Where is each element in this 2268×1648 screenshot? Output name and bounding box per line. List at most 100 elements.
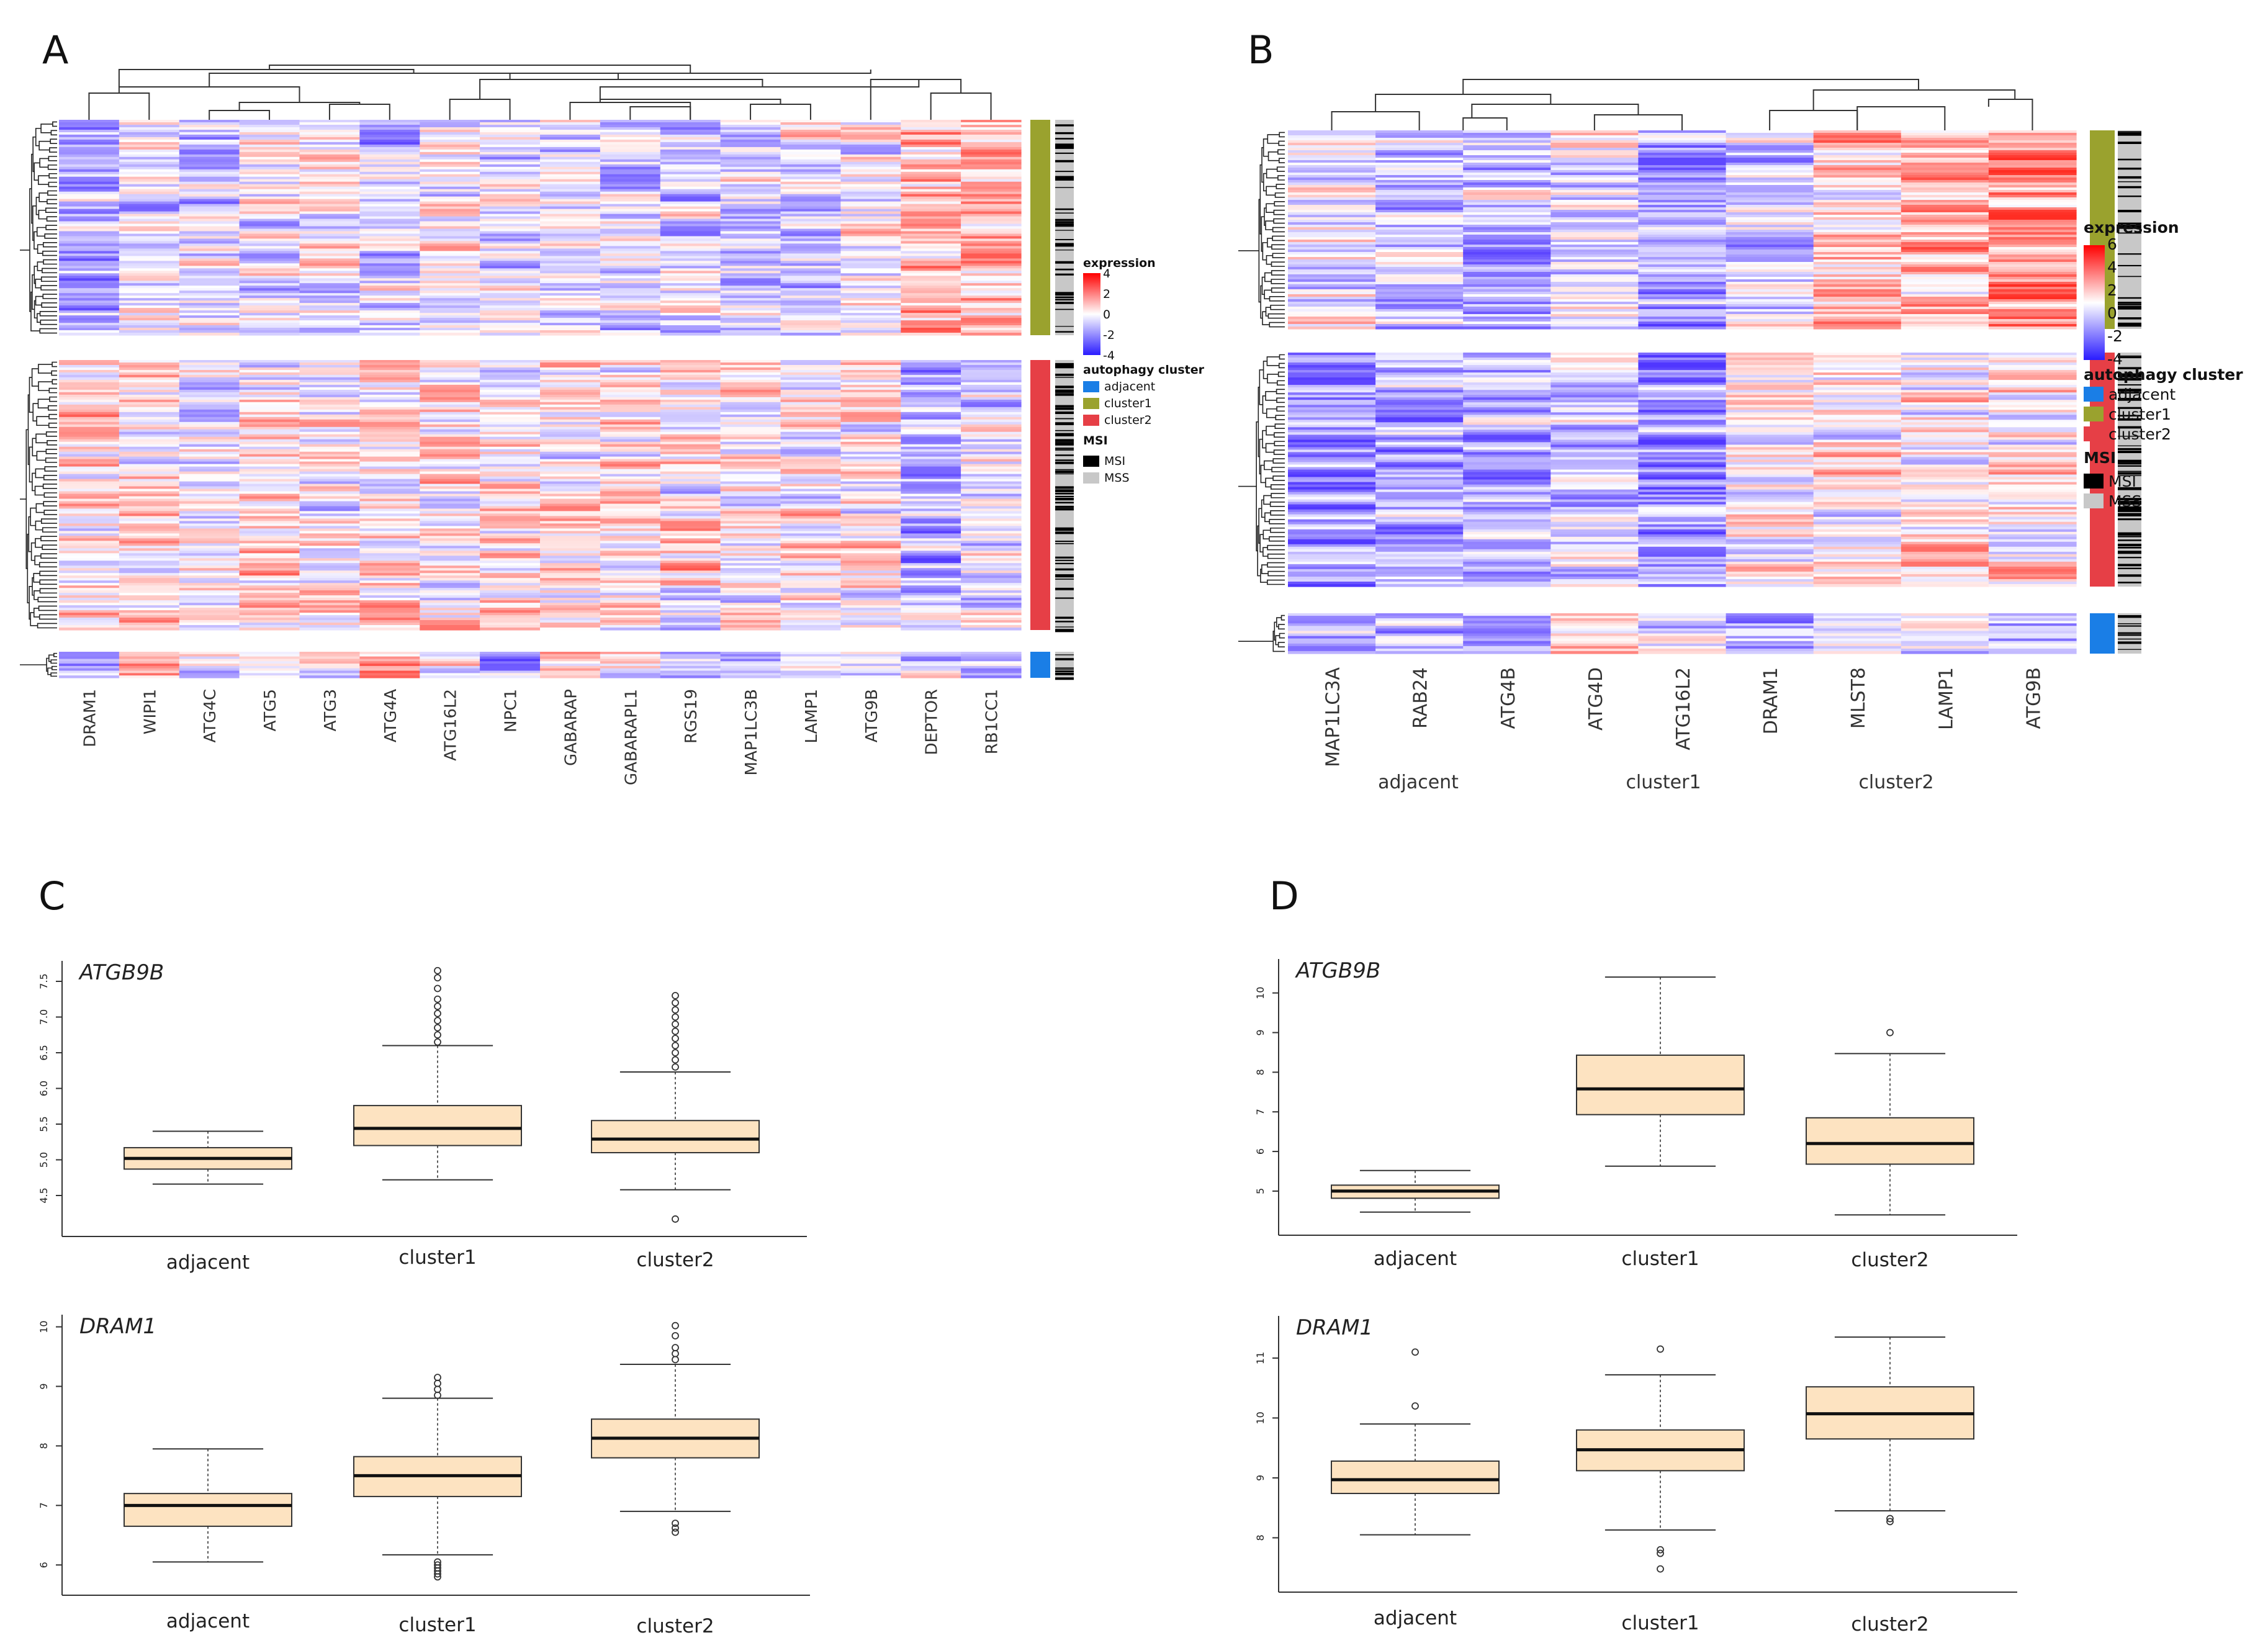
heatmap-cell (840, 166, 901, 170)
heatmap-cell (239, 553, 300, 556)
heatmap-cell (780, 531, 841, 534)
heatmap-cell (1638, 474, 1727, 478)
heatmap-cell (179, 206, 240, 210)
heatmap-cell (359, 379, 420, 383)
heatmap-cell (901, 476, 961, 480)
heatmap-cell (1726, 227, 1814, 230)
heatmap-cell (1638, 314, 1727, 317)
heatmap-cell (59, 506, 120, 510)
heatmap-cell (1901, 227, 1989, 230)
heatmap-cell (961, 179, 1022, 182)
heatmap-cell (961, 479, 1022, 482)
heatmap-cell (480, 201, 541, 205)
heatmap-cell (359, 303, 420, 306)
heatmap-cell (1988, 222, 2077, 225)
row-dendrogram-branch (30, 507, 37, 526)
heatmap-cell (1638, 232, 1727, 235)
heatmap-cell (1463, 215, 1551, 218)
gene-label: ATG4A (382, 689, 400, 742)
heatmap-cell (600, 151, 661, 155)
heatmap-cell (1638, 536, 1727, 540)
heatmap-cell (1375, 289, 1464, 292)
heatmap-cell (359, 325, 420, 328)
heatmap-cell (239, 377, 300, 380)
heatmap-cell (59, 238, 120, 241)
heatmap-cell (119, 330, 180, 333)
msi-sample-mark (1055, 296, 1074, 299)
heatmap-cell (600, 122, 661, 125)
heatmap-cell (119, 394, 180, 398)
heatmap-cell (1726, 165, 1814, 168)
heatmap-cell (840, 179, 901, 182)
row-dendrogram-branch (1267, 313, 1285, 319)
heatmap-cell (1813, 284, 1902, 287)
heatmap-cell (359, 238, 420, 241)
heatmap-cell (1288, 353, 1376, 356)
column-dendrogram-branch (209, 110, 271, 120)
heatmap-cell (961, 536, 1022, 539)
heatmap-cell (420, 313, 480, 316)
heatmap-cell (720, 568, 781, 571)
heatmap-cell (1375, 185, 1464, 188)
heatmap-cell (660, 325, 721, 328)
heatmap-cell (1813, 312, 1902, 315)
heatmap-cell (840, 431, 901, 435)
heatmap-cell (1288, 370, 1376, 373)
heatmap-cell (1638, 264, 1727, 268)
heatmap-cell (179, 209, 240, 212)
heatmap-cell (239, 675, 300, 678)
heatmap-column-NPC1 (480, 360, 541, 631)
heatmap-cell (1463, 556, 1551, 560)
heatmap-cell (420, 652, 480, 655)
heatmap-cell (1901, 237, 1989, 240)
heatmap-cell (59, 444, 120, 448)
heatmap-cell (1726, 200, 1814, 203)
heatmap-cell (1988, 297, 2077, 300)
heatmap-cell (1375, 178, 1464, 181)
heatmap-cell (840, 407, 901, 410)
heatmap-cell (540, 214, 601, 217)
heatmap-cell (299, 528, 360, 531)
heatmap-cell (780, 392, 841, 395)
row-dendrogram-branch (34, 485, 45, 496)
heatmap-cell (540, 673, 601, 676)
heatmap-cell (299, 479, 360, 482)
heatmap-cell (600, 620, 661, 623)
heatmap-cell (59, 654, 120, 657)
heatmap-cell (600, 142, 661, 145)
heatmap-cell (600, 511, 661, 514)
heatmap-cell (961, 613, 1022, 616)
heatmap-cell (780, 656, 841, 659)
heatmap-cell (59, 613, 120, 616)
heatmap-cell (299, 127, 360, 130)
msi-sample-mark (1055, 442, 1074, 444)
heatmap-cell (840, 374, 901, 378)
heatmap-cell (59, 189, 120, 192)
heatmap-cell (359, 404, 420, 408)
heatmap-cell (600, 543, 661, 546)
heatmap-cell (901, 313, 961, 316)
heatmap-cell (119, 226, 180, 230)
heatmap-cell (1288, 267, 1376, 270)
heatmap-cell (961, 139, 1022, 143)
heatmap-cell (1288, 299, 1376, 302)
heatmap-cell (1638, 245, 1727, 248)
heatmap-cell (480, 231, 541, 235)
heatmap-cell (1550, 397, 1639, 400)
heatmap-cell (420, 298, 480, 301)
heatmap-cell (540, 489, 601, 492)
heatmap-cell (720, 451, 781, 455)
heatmap-cell (961, 402, 1022, 405)
heatmap-cell (179, 221, 240, 225)
heatmap-cell (1288, 516, 1376, 520)
heatmap-cell (1638, 497, 1727, 500)
heatmap-cell (1550, 526, 1639, 530)
heatmap-cell (1463, 358, 1551, 361)
heatmap-cell (59, 214, 120, 217)
row-dendrogram-branch (50, 672, 57, 677)
heatmap-cell (961, 261, 1022, 264)
heatmap-column-LAMP1 (1901, 130, 1989, 330)
heatmap-cell (1988, 182, 2077, 186)
heatmap-cell (1463, 237, 1551, 240)
heatmap-cell (901, 489, 961, 492)
